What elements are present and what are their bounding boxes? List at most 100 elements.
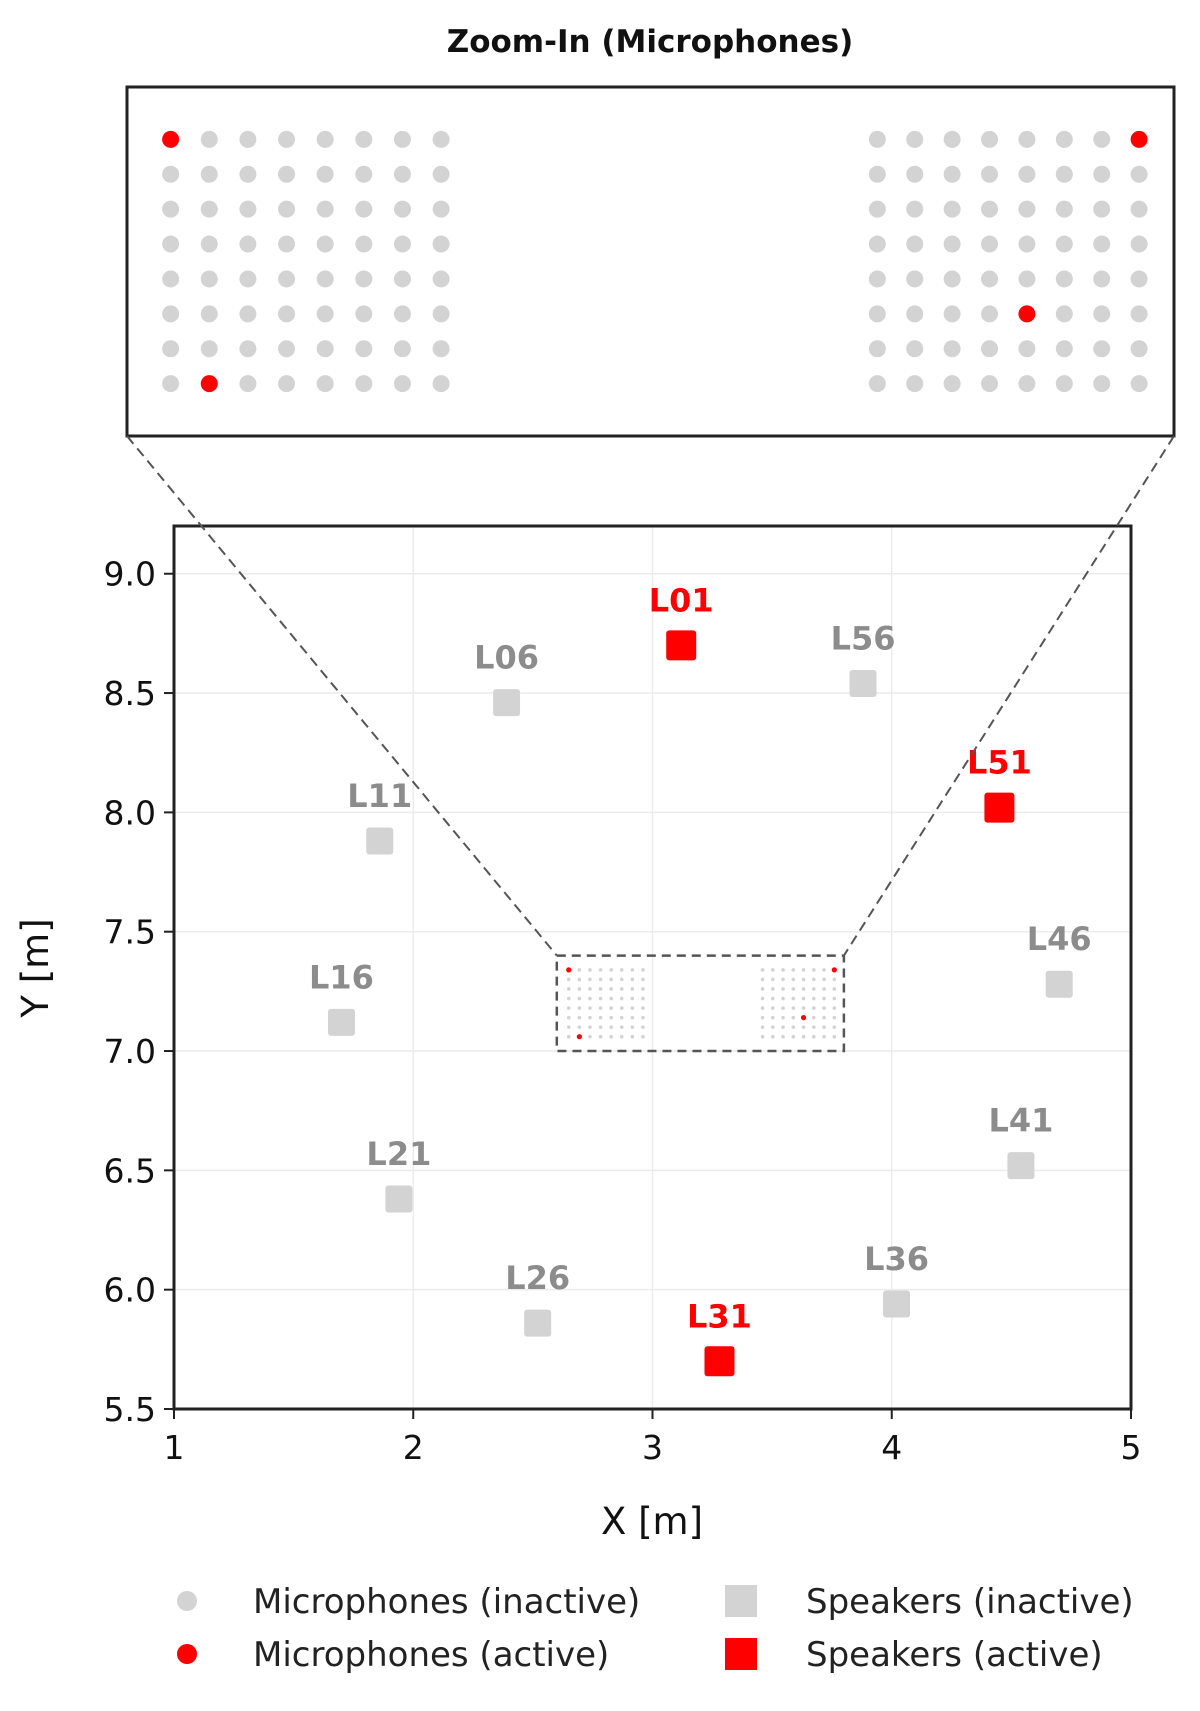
microphone-inactive (791, 968, 796, 972)
microphone-inactive (781, 1025, 785, 1029)
microphone-inactive (832, 1006, 837, 1010)
zoom-region-layer (555, 954, 846, 1053)
inset-microphone-inactive (316, 270, 334, 288)
main-microphone-layer (566, 967, 837, 1040)
microphone-inactive (781, 1034, 785, 1039)
legend: Microphones (inactive) Microphones (acti… (177, 1582, 1134, 1675)
zoom-region-box (555, 954, 846, 1053)
microphone-inactive (771, 996, 775, 1001)
inset-microphone-inactive (1055, 375, 1073, 393)
inset-microphone-inactive (906, 375, 924, 393)
legend-mic-inactive-marker (177, 1591, 197, 1611)
inset-microphone-inactive (906, 340, 924, 358)
microphone-inactive (760, 996, 765, 1001)
inset-microphone-inactive (316, 235, 334, 253)
microphone-inactive (619, 977, 624, 982)
inset-microphone-inactive (906, 130, 924, 148)
inset-microphone-inactive (1130, 375, 1148, 393)
inset-microphone-inactive (868, 340, 886, 358)
microphone-inactive (822, 977, 826, 982)
microphone-inactive (791, 1034, 796, 1039)
inset-microphone-inactive (278, 270, 296, 288)
inset-microphone-inactive (393, 305, 411, 323)
inset-microphone-inactive (316, 130, 334, 148)
x-tick-label: 1 (164, 1428, 185, 1467)
microphone-inactive (822, 1006, 826, 1010)
inset-microphone-inactive (278, 305, 296, 323)
speaker-inactive-marker (524, 1309, 552, 1337)
legend-speaker-active-label: Speakers (active) (806, 1635, 1103, 1675)
microphone-inactive (791, 1006, 796, 1010)
inset-microphone-inactive (162, 375, 180, 393)
inset-microphone-inactive (1055, 165, 1073, 183)
legend-mic-active-label: Microphones (active) (253, 1635, 609, 1675)
speaker-label: L46 (1027, 920, 1092, 958)
speaker-inactive-marker (883, 1290, 911, 1318)
x-axis-ticks: 1 2 3 4 5 (164, 1409, 1142, 1467)
microphone-inactive (598, 977, 603, 982)
x-tick-label: 3 (642, 1428, 663, 1467)
inset-microphone-inactive (1055, 130, 1073, 148)
speaker-inactive-marker (1007, 1152, 1035, 1180)
speaker-label: L06 (474, 639, 539, 677)
inset-microphone-inactive (355, 235, 373, 253)
inset-microphone-inactive (162, 235, 180, 253)
microphone-inactive (760, 1034, 765, 1039)
microphone-inactive (832, 977, 837, 982)
inset-microphone-inactive (239, 305, 257, 323)
microphone-inactive (832, 987, 837, 991)
inset-microphone-inactive (355, 305, 373, 323)
microphone-inactive (832, 1015, 837, 1020)
speaker-label: L01 (649, 581, 714, 619)
microphone-inactive (566, 977, 571, 982)
inset-microphone-inactive (239, 165, 257, 183)
microphone-inactive (641, 1034, 645, 1039)
microphone-inactive (801, 968, 806, 972)
inset-microphone-inactive (1055, 270, 1073, 288)
microphone-inactive (598, 1025, 603, 1029)
inset-microphone-inactive (432, 340, 450, 358)
microphone-inactive (822, 1015, 826, 1020)
microphone-inactive (609, 1015, 613, 1020)
microphone-inactive (609, 968, 613, 972)
inset-microphone-inactive (1093, 375, 1111, 393)
inset-microphone-inactive (393, 130, 411, 148)
speaker-label: L51 (967, 744, 1032, 782)
y-tick-label: 6.0 (104, 1271, 156, 1310)
inset-microphone-inactive (278, 130, 296, 148)
inset-microphone-inactive (278, 375, 296, 393)
inset-title: Zoom-In (Microphones) (447, 24, 854, 60)
inset-microphone-inactive (432, 375, 450, 393)
inset-microphone-inactive (393, 200, 411, 218)
microphone-inactive (771, 987, 775, 991)
microphone-inactive (630, 987, 635, 991)
microphone-inactive (641, 987, 645, 991)
speaker-label: L41 (988, 1102, 1053, 1140)
y-axis-label: Y [m] (14, 918, 57, 1018)
inset-microphone-inactive (1093, 340, 1111, 358)
inset-microphone-inactive (239, 200, 257, 218)
microphone-inactive (801, 987, 806, 991)
inset-microphone-inactive (316, 200, 334, 218)
inset-microphone-inactive (943, 200, 961, 218)
microphone-inactive (812, 1015, 816, 1020)
microphone-inactive (577, 968, 582, 972)
inset-microphone-inactive (393, 235, 411, 253)
microphone-inactive (630, 1025, 635, 1029)
microphone-inactive (812, 1034, 816, 1039)
microphone-inactive (566, 1015, 571, 1020)
microphone-inactive (588, 968, 592, 972)
microphone-inactive (760, 1006, 765, 1010)
speaker-inactive-marker (385, 1185, 413, 1213)
inset-microphone-inactive (943, 340, 961, 358)
inset-microphone-inactive (906, 305, 924, 323)
microphone-inactive (588, 1015, 592, 1020)
inset-microphone-inactive (355, 340, 373, 358)
inset-microphone-inactive (355, 130, 373, 148)
speaker-label: L56 (831, 620, 896, 658)
microphone-inactive (822, 968, 826, 972)
legend-mic-inactive-label: Microphones (inactive) (253, 1582, 640, 1622)
inset-microphone-inactive (393, 340, 411, 358)
microphone-inactive (619, 987, 624, 991)
legend-speaker-inactive-label: Speakers (inactive) (806, 1582, 1134, 1622)
